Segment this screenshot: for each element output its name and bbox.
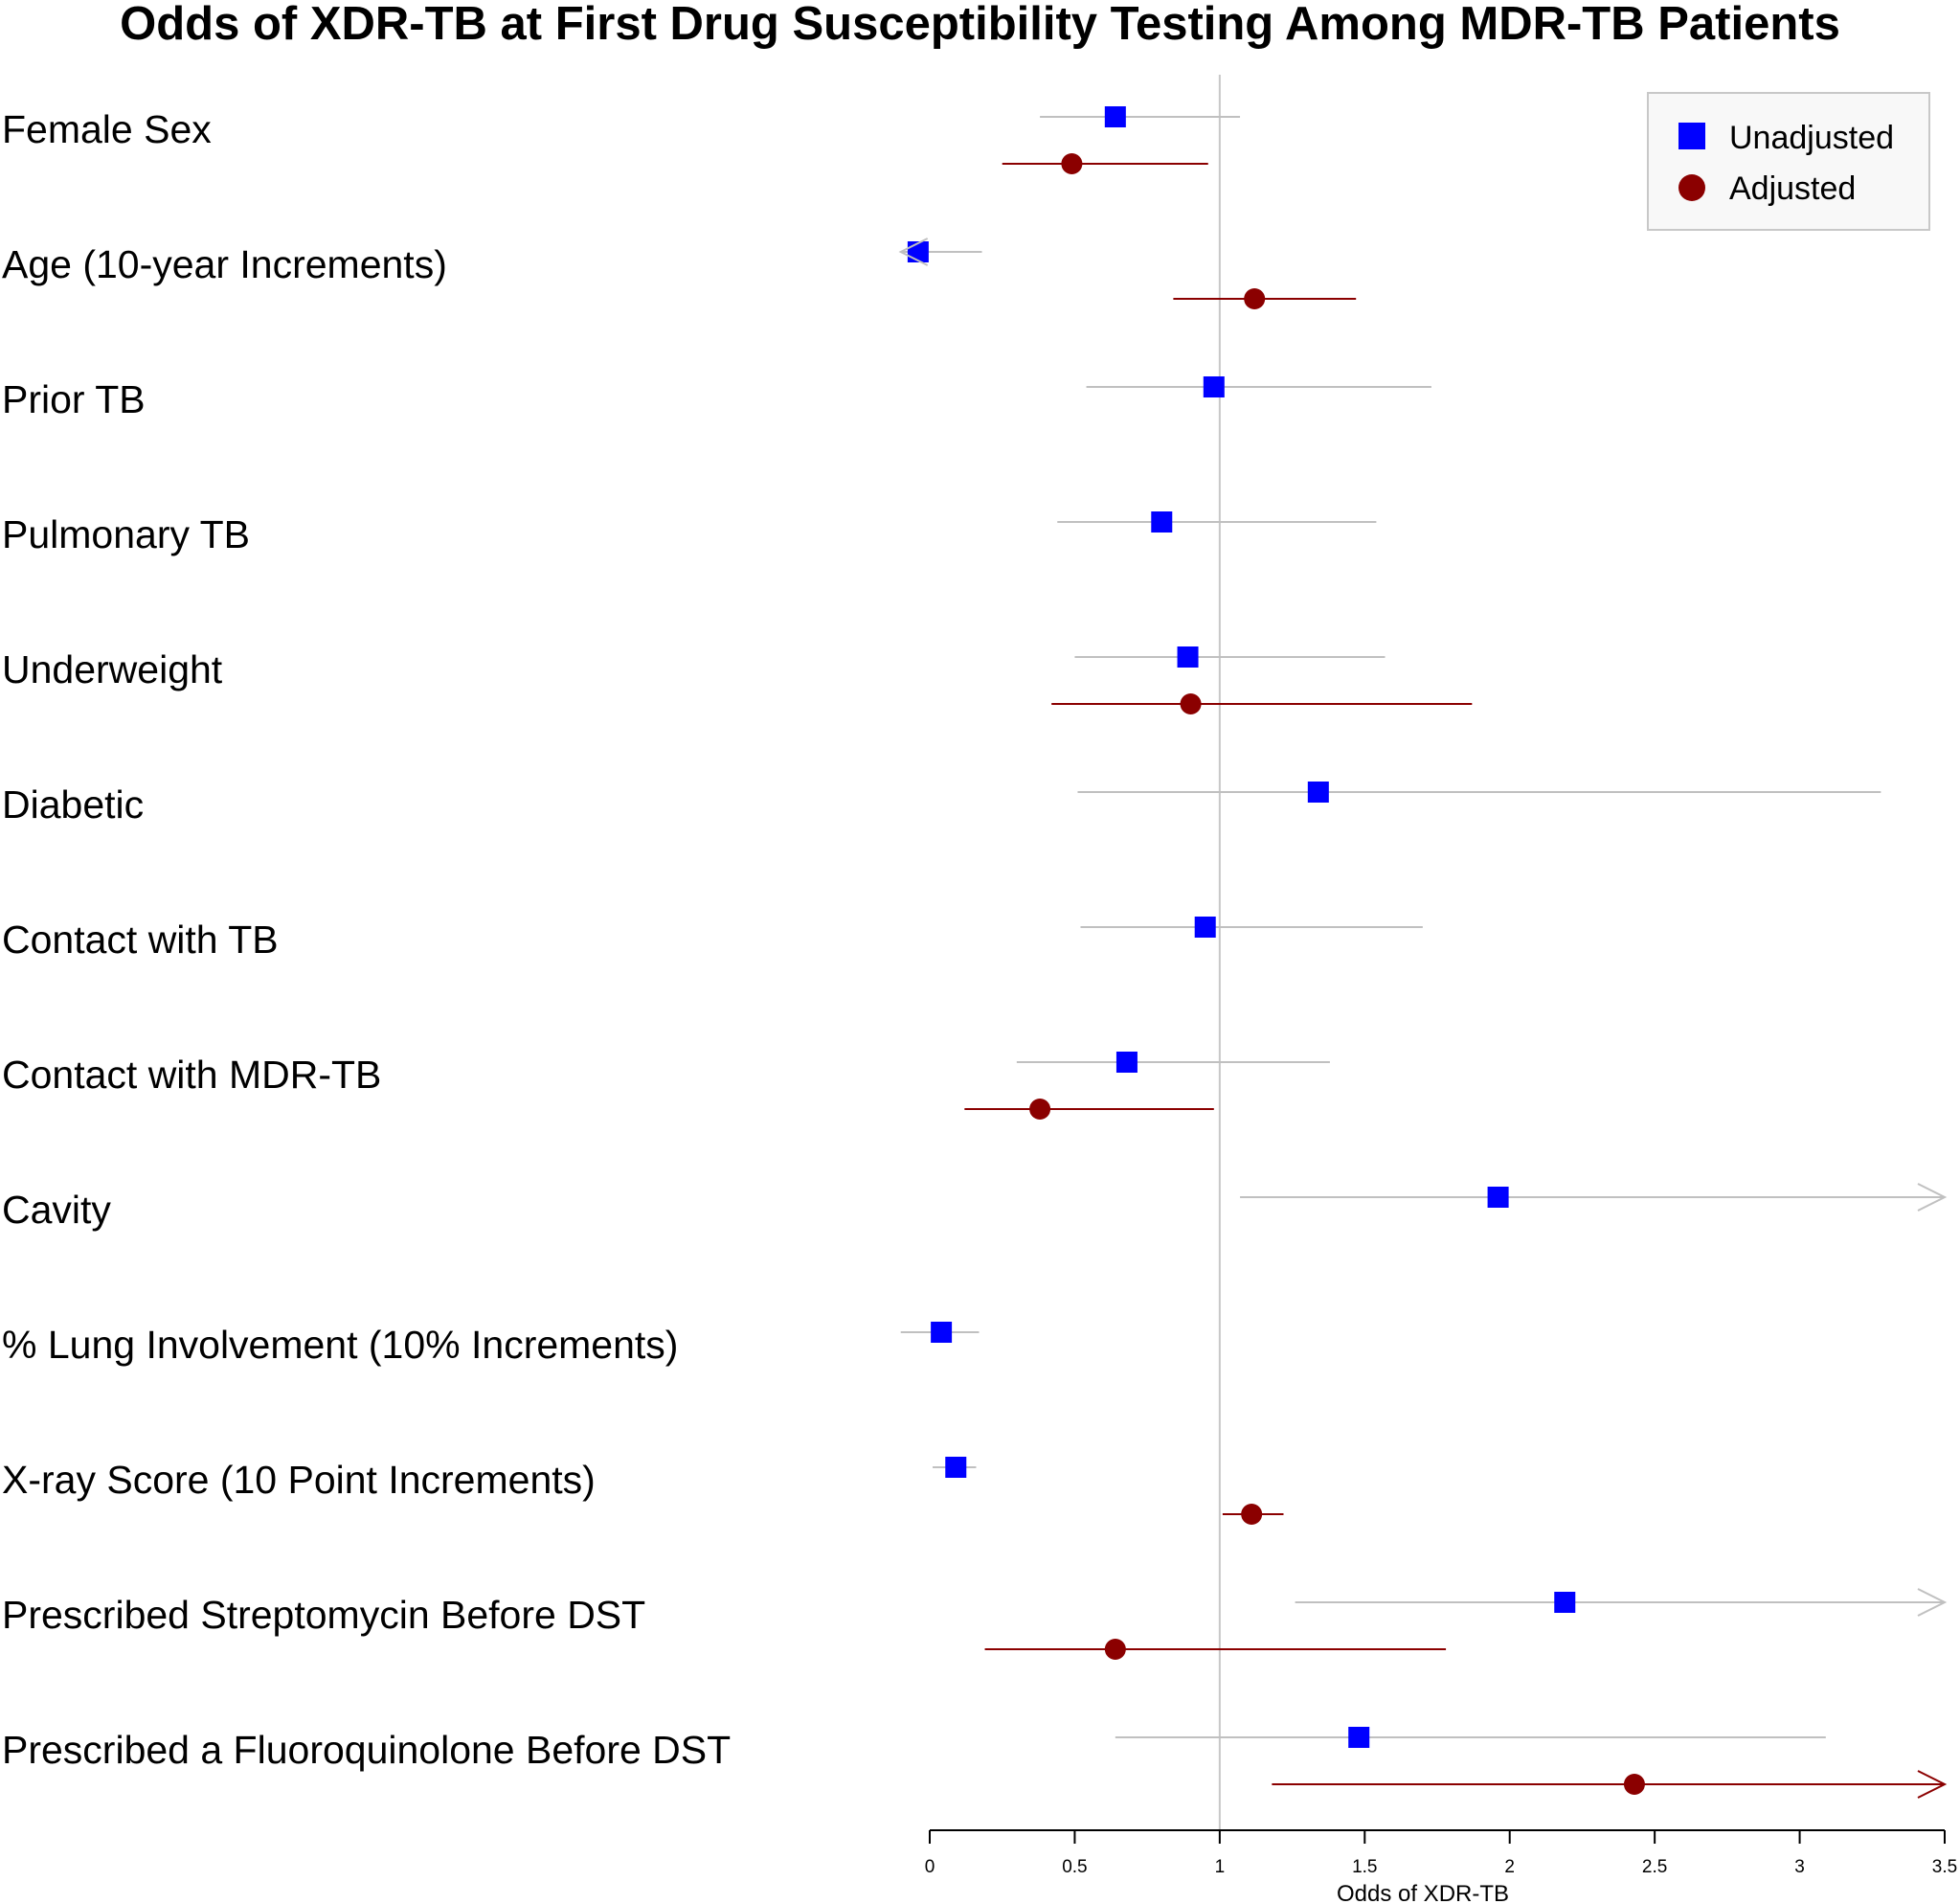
legend-circle-icon <box>1678 174 1705 201</box>
unadjusted-point <box>1487 1187 1509 1208</box>
forest-row: % Lung Involvement (10% Increments) <box>2 1322 980 1367</box>
x-tick-label: 2 <box>1504 1857 1515 1877</box>
row-label: Female Sex <box>2 107 212 151</box>
adjusted-ci-arrow <box>1917 1770 1948 1799</box>
row-label: Age (10-year Increments) <box>2 242 447 286</box>
unadjusted-ci-arrow <box>898 238 929 266</box>
unadjusted-point <box>1194 917 1216 938</box>
row-label: Contact with MDR-TB <box>2 1053 381 1097</box>
row-label: Prescribed a Fluoroquinolone Before DST <box>2 1728 731 1772</box>
unadjusted-point <box>1115 1052 1138 1073</box>
unadjusted-point <box>1177 646 1199 668</box>
forest-row: Prescribed Streptomycin Before DST <box>2 1592 1945 1660</box>
forest-row: Female Sex <box>2 106 1241 174</box>
unadjusted-point <box>945 1457 967 1478</box>
legend-label-unadjusted: Unadjusted <box>1729 120 1894 156</box>
forest-row: X-ray Score (10 Point Increments) <box>2 1457 1284 1525</box>
unadjusted-point <box>1104 106 1126 127</box>
row-label: X-ray Score (10 Point Increments) <box>2 1458 596 1502</box>
unadjusted-point <box>1307 782 1329 803</box>
x-tick-label: 0 <box>925 1857 935 1877</box>
forest-row: Contact with TB <box>2 917 1423 962</box>
adjusted-point <box>1104 1639 1126 1660</box>
row-label: Cavity <box>2 1188 111 1232</box>
unadjusted-point <box>931 1322 953 1343</box>
adjusted-point <box>1623 1774 1645 1795</box>
legend-box <box>1647 92 1930 231</box>
unadjusted-ci-arrow <box>1917 1588 1948 1617</box>
adjusted-point <box>1241 1504 1263 1525</box>
unadjusted-point <box>1151 511 1173 533</box>
legend-square-icon <box>1678 123 1705 149</box>
row-label: Diabetic <box>2 782 144 827</box>
unadjusted-point <box>1348 1727 1370 1748</box>
unadjusted-ci-arrow <box>1917 1183 1948 1212</box>
row-label: Prescribed Streptomycin Before DST <box>2 1593 645 1637</box>
x-tick-label: 1 <box>1215 1857 1226 1877</box>
unadjusted-point <box>1554 1592 1576 1613</box>
unadjusted-point <box>1203 376 1225 397</box>
forest-row: Underweight <box>2 646 1473 714</box>
row-label: Pulmonary TB <box>2 512 250 556</box>
forest-row: Cavity <box>2 1187 1945 1232</box>
unadjusted-point <box>907 241 929 262</box>
x-tick-label: 2.5 <box>1642 1857 1667 1877</box>
row-label: Underweight <box>2 647 223 691</box>
row-label: Prior TB <box>2 377 146 421</box>
x-axis-label: Odds of XDR-TB <box>1337 1881 1509 1904</box>
row-label: Contact with TB <box>2 918 279 962</box>
legend-label-adjusted: Adjusted <box>1729 170 1856 207</box>
adjusted-point <box>1061 153 1083 174</box>
x-tick-label: 3.5 <box>1932 1857 1957 1877</box>
adjusted-point <box>1244 288 1266 309</box>
x-tick-label: 0.5 <box>1062 1857 1087 1877</box>
forest-row: Contact with MDR-TB <box>2 1052 1330 1120</box>
x-tick-label: 1.5 <box>1352 1857 1377 1877</box>
x-tick-label: 3 <box>1794 1857 1805 1877</box>
forest-row: Prior TB <box>2 376 1431 421</box>
forest-row: Age (10-year Increments) <box>2 241 1357 309</box>
legend: Unadjusted Adjusted <box>1647 92 1930 231</box>
adjusted-point <box>1029 1099 1051 1120</box>
forest-row: Pulmonary TB <box>2 511 1377 556</box>
row-label: % Lung Involvement (10% Increments) <box>2 1323 678 1367</box>
forest-row: Prescribed a Fluoroquinolone Before DST <box>2 1727 1945 1795</box>
adjusted-point <box>1180 693 1202 714</box>
forest-row: Diabetic <box>2 782 1881 827</box>
chart-title: Odds of XDR-TB at First Drug Susceptibil… <box>120 0 1840 50</box>
